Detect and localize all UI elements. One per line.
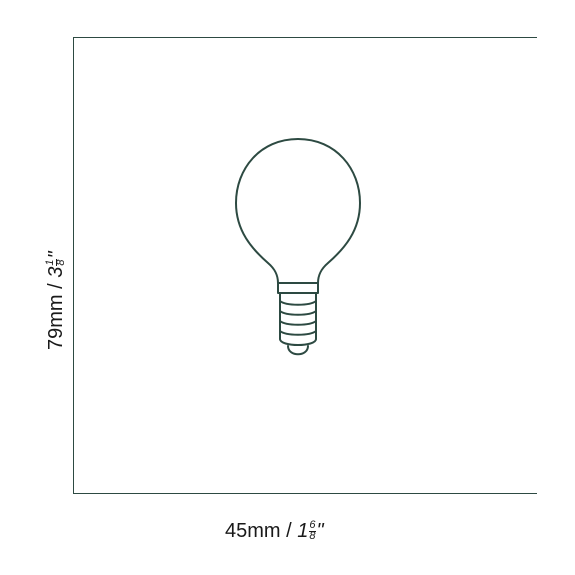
- width-fraction: 68: [309, 521, 315, 542]
- diagram-container: 79mm / 318" 45mm / 168": [0, 0, 575, 575]
- height-fraction: 18: [46, 260, 67, 266]
- width-mm: 45mm: [225, 520, 281, 542]
- height-sep: /: [45, 278, 67, 295]
- height-int: 3: [45, 267, 67, 278]
- frame-vertical-line: [73, 37, 74, 493]
- width-dimension-label: 45mm / 168": [225, 520, 324, 543]
- height-dimension-label: 79mm / 318 ": [45, 251, 68, 350]
- width-sep: /: [281, 520, 298, 542]
- lightbulb-icon: [228, 133, 368, 373]
- width-suffix: ": [317, 520, 324, 542]
- height-mm: 79mm: [45, 294, 67, 350]
- frame-bottom-line: [73, 493, 537, 494]
- height-suffix: ": [45, 251, 67, 258]
- frame-top-line: [73, 37, 537, 38]
- width-int: 1: [297, 520, 308, 542]
